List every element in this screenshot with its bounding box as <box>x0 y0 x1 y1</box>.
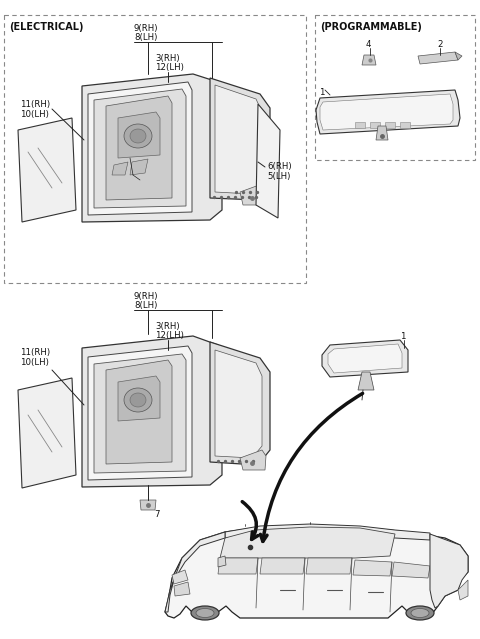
Polygon shape <box>118 376 160 421</box>
Polygon shape <box>88 346 192 480</box>
Polygon shape <box>106 360 172 464</box>
Polygon shape <box>322 340 408 377</box>
Text: 8(LH): 8(LH) <box>134 301 157 310</box>
Ellipse shape <box>196 608 214 617</box>
Ellipse shape <box>191 606 219 620</box>
Polygon shape <box>215 350 262 458</box>
Polygon shape <box>18 378 76 488</box>
Polygon shape <box>353 560 392 576</box>
Polygon shape <box>240 450 266 470</box>
FancyArrowPatch shape <box>242 502 258 539</box>
Polygon shape <box>418 52 458 64</box>
Text: 11(RH): 11(RH) <box>20 348 50 357</box>
Polygon shape <box>385 122 395 128</box>
Polygon shape <box>18 118 76 222</box>
Polygon shape <box>210 342 270 465</box>
FancyArrowPatch shape <box>261 394 362 541</box>
Polygon shape <box>355 122 365 128</box>
Text: 1: 1 <box>400 332 406 341</box>
Text: 5(LH): 5(LH) <box>267 172 290 181</box>
Polygon shape <box>118 112 160 158</box>
Text: 8(LH): 8(LH) <box>134 33 157 42</box>
Polygon shape <box>94 89 186 208</box>
Polygon shape <box>106 96 172 200</box>
Polygon shape <box>358 372 374 390</box>
Polygon shape <box>430 534 468 608</box>
Text: 12(LH): 12(LH) <box>155 331 184 340</box>
Polygon shape <box>215 85 262 194</box>
Text: (PROGRAMMABLE): (PROGRAMMABLE) <box>320 22 422 32</box>
Polygon shape <box>165 532 225 612</box>
Polygon shape <box>165 525 468 618</box>
Text: 9(RH): 9(RH) <box>134 24 158 33</box>
Text: 10(LH): 10(LH) <box>20 358 49 367</box>
Text: 11(RH): 11(RH) <box>20 100 50 109</box>
Text: 4: 4 <box>366 40 372 49</box>
Polygon shape <box>400 122 410 128</box>
Ellipse shape <box>411 608 429 617</box>
Text: 7: 7 <box>154 510 159 519</box>
Polygon shape <box>172 570 188 584</box>
Polygon shape <box>306 558 352 574</box>
Polygon shape <box>210 78 270 200</box>
Polygon shape <box>316 90 460 134</box>
Polygon shape <box>240 184 266 205</box>
Text: 1: 1 <box>319 88 324 97</box>
Polygon shape <box>362 55 376 65</box>
Text: 12(LH): 12(LH) <box>155 63 184 72</box>
Polygon shape <box>376 126 388 140</box>
Text: 6(RH): 6(RH) <box>267 162 292 171</box>
Text: (ELECTRICAL): (ELECTRICAL) <box>9 22 84 32</box>
Polygon shape <box>218 556 226 567</box>
Ellipse shape <box>130 393 146 407</box>
Polygon shape <box>218 558 258 574</box>
Ellipse shape <box>124 388 152 412</box>
Polygon shape <box>112 162 128 175</box>
Polygon shape <box>260 558 305 574</box>
Polygon shape <box>392 562 430 578</box>
Polygon shape <box>82 336 222 487</box>
Text: 2: 2 <box>437 40 443 49</box>
Polygon shape <box>174 582 190 596</box>
Polygon shape <box>256 104 280 218</box>
Text: 9(RH): 9(RH) <box>134 292 158 301</box>
Ellipse shape <box>124 124 152 148</box>
Polygon shape <box>328 344 402 373</box>
Bar <box>4 15 306 283</box>
Text: 3(RH): 3(RH) <box>155 54 180 63</box>
Bar <box>315 15 475 160</box>
Polygon shape <box>220 527 395 558</box>
Polygon shape <box>94 354 186 473</box>
Polygon shape <box>455 52 462 60</box>
Text: 10(LH): 10(LH) <box>20 110 49 119</box>
Ellipse shape <box>406 606 434 620</box>
Text: 3(RH): 3(RH) <box>155 322 180 331</box>
Ellipse shape <box>130 129 146 143</box>
Polygon shape <box>370 122 380 128</box>
Polygon shape <box>130 159 148 175</box>
Polygon shape <box>225 524 430 540</box>
Polygon shape <box>88 82 192 215</box>
Polygon shape <box>320 94 453 130</box>
Polygon shape <box>82 74 222 222</box>
Polygon shape <box>458 580 468 600</box>
Polygon shape <box>140 500 156 510</box>
